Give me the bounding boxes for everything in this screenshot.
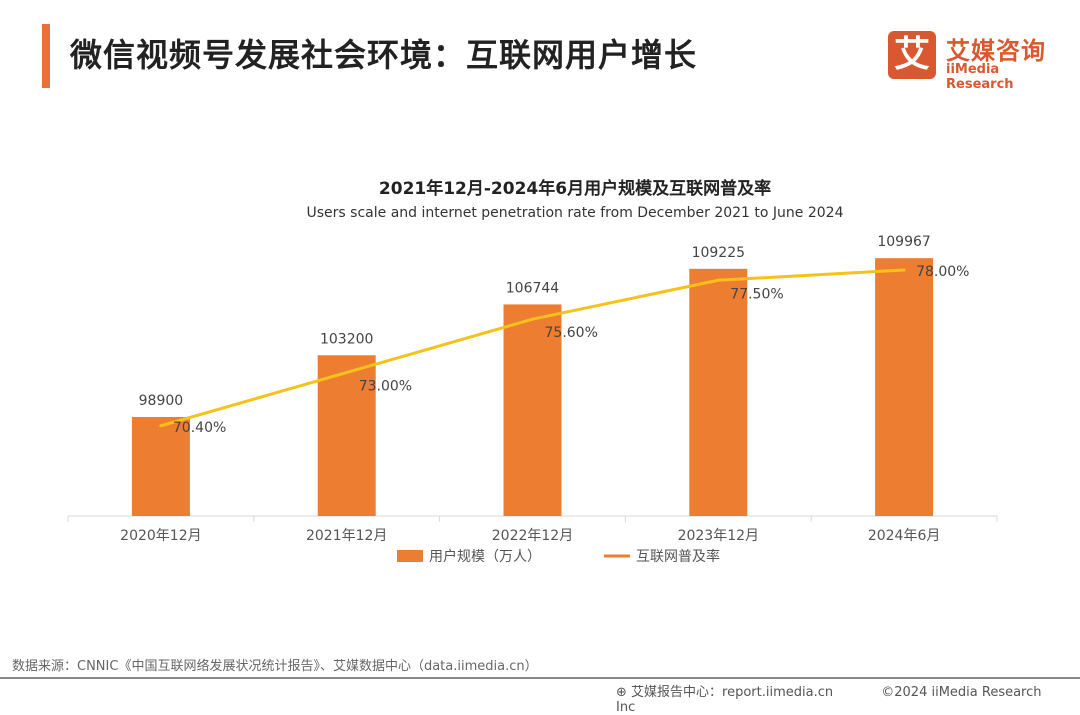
bar bbox=[317, 355, 376, 516]
bar-value-label: 98900 bbox=[139, 393, 184, 409]
line-point bbox=[902, 268, 906, 272]
line-point bbox=[716, 278, 720, 282]
page-title: 微信视频号发展社会环境：互联网用户增长 bbox=[70, 36, 698, 74]
line-value-label: 77.50% bbox=[730, 286, 783, 302]
line-value-label: 75.60% bbox=[545, 325, 598, 341]
report-center-text: 艾媒报告中心：report.iimedia.cn bbox=[631, 685, 834, 700]
line-point bbox=[159, 424, 163, 428]
line-value-label: 70.40% bbox=[173, 420, 226, 436]
x-tick-label: 2024年6月 bbox=[868, 528, 941, 544]
footer-right: ⊕ 艾媒报告中心：report.iimedia.cn ©2024 iiMedia… bbox=[616, 681, 1080, 715]
x-tick-label: 2023年12月 bbox=[678, 528, 759, 544]
bar-value-label: 109967 bbox=[877, 234, 930, 250]
bar-value-label: 106744 bbox=[506, 280, 560, 296]
title-accent-bar bbox=[42, 24, 50, 88]
legend-bar-swatch bbox=[397, 550, 423, 562]
bar bbox=[503, 304, 562, 516]
x-tick-label: 2021年12月 bbox=[306, 528, 387, 544]
logo-mark: 艾 bbox=[888, 31, 936, 79]
logo-en: iiMedia Research bbox=[946, 62, 1014, 92]
bar-value-label: 109225 bbox=[692, 245, 745, 261]
legend-line-label: 互联网普及率 bbox=[636, 548, 720, 565]
x-tick-label: 2022年12月 bbox=[492, 528, 573, 544]
bar bbox=[689, 268, 748, 516]
bar bbox=[875, 258, 934, 516]
bar bbox=[131, 416, 190, 516]
logo: 艾 艾媒咨询 iiMedia Research bbox=[888, 31, 1068, 92]
bar-value-label: 103200 bbox=[320, 331, 373, 347]
line-point bbox=[345, 371, 349, 374]
line-value-label: 73.00% bbox=[359, 379, 412, 395]
report-center: ⊕ 艾媒报告中心：report.iimedia.cn bbox=[616, 685, 834, 700]
source-note: 数据来源：CNNIC《中国互联网络发展状况统计报告》、艾媒数据中心（data.i… bbox=[12, 659, 538, 674]
legend-bar-label: 用户规模（万人） bbox=[429, 548, 541, 565]
chart-title: 2021年12月-2024年6月用户规模及互联网普及率 bbox=[378, 179, 772, 199]
chart: 98900 2020年12月 103200 2021年12月 106744 2022年12… bbox=[67, 234, 998, 565]
line-point bbox=[531, 317, 534, 321]
footer-divider bbox=[0, 677, 1080, 679]
x-tick-label: 2020年12月 bbox=[120, 528, 201, 544]
chart-subtitle: Users scale and internet penetration rat… bbox=[306, 205, 844, 221]
logo-cn: 艾媒咨询 bbox=[946, 37, 1046, 65]
line-value-label: 78.00% bbox=[916, 264, 969, 280]
